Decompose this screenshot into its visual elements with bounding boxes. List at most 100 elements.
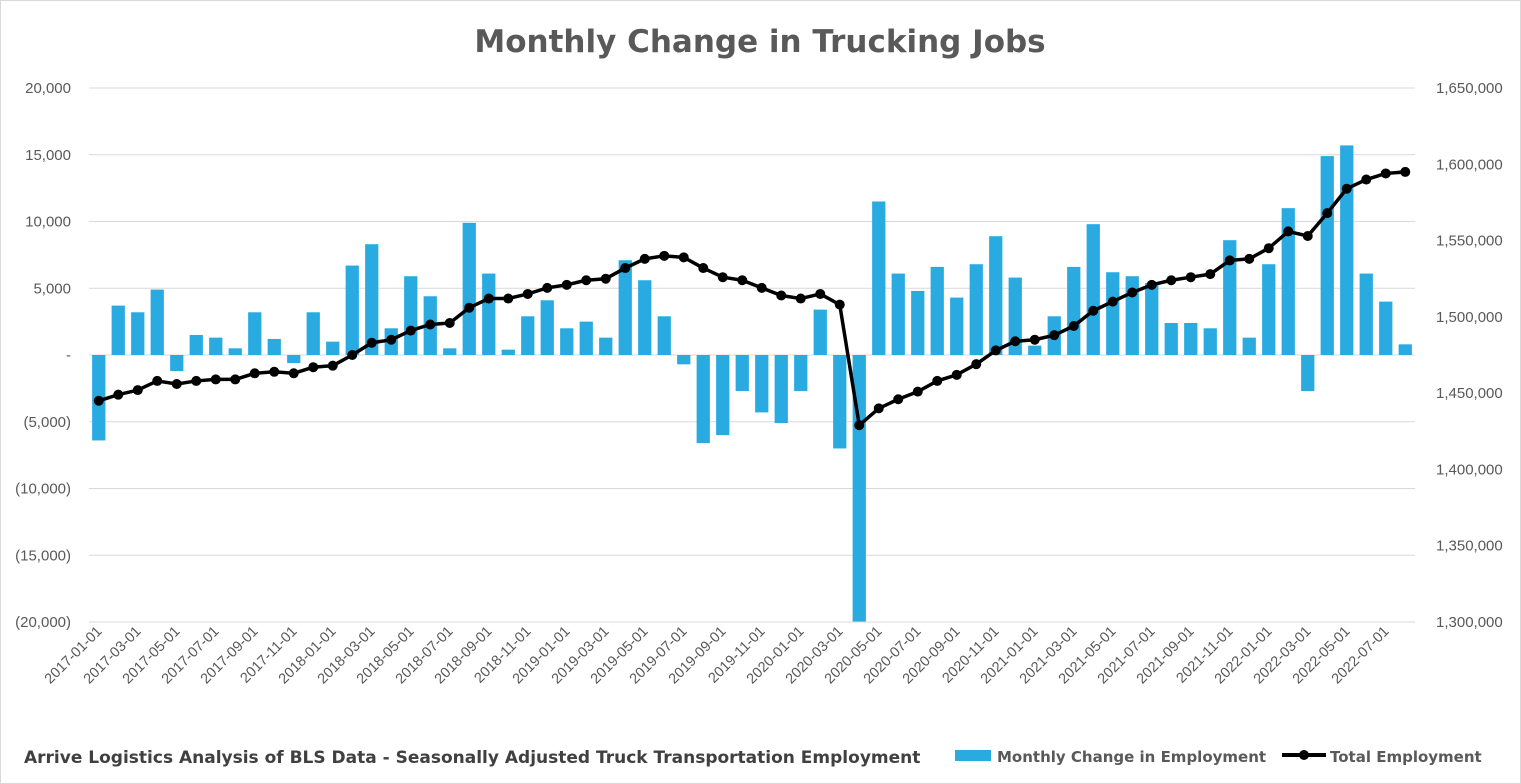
bar (404, 276, 418, 355)
line-point (113, 389, 124, 400)
bar (930, 266, 944, 355)
legend-label-monthly-change: Monthly Change in Employment (997, 748, 1266, 766)
line-point (912, 386, 923, 397)
line-point (1088, 305, 1099, 316)
bar (189, 334, 203, 355)
legend-label-total-employment: Total Employment (1330, 748, 1482, 766)
bar (657, 316, 671, 355)
line-point (132, 385, 143, 396)
bar (345, 265, 359, 355)
line-point (1185, 272, 1196, 283)
left-tick-label: 10,000 (25, 214, 71, 231)
bar (326, 341, 340, 355)
bar (482, 273, 496, 355)
right-tick-label: 1,650,000 (1436, 80, 1503, 97)
line-point (522, 288, 533, 299)
line-point (444, 317, 455, 328)
line-point (230, 374, 241, 385)
line-point (483, 293, 494, 304)
bar (501, 349, 515, 355)
line-point (873, 403, 884, 414)
line-point (210, 374, 221, 385)
line-point (1010, 336, 1021, 347)
line-point (386, 334, 397, 345)
line-point (1380, 168, 1391, 179)
bar (1262, 264, 1276, 355)
bar (1203, 328, 1217, 355)
right-tick-label: 1,350,000 (1436, 538, 1503, 555)
right-tick-label: 1,600,000 (1436, 156, 1503, 173)
bar (735, 355, 749, 392)
line-point (698, 263, 709, 274)
bar (1242, 337, 1256, 355)
left-tick-label: (10,000) (15, 481, 71, 498)
bar (521, 316, 535, 355)
line-point (171, 378, 182, 389)
line-point (1322, 208, 1333, 219)
bar (1223, 240, 1237, 355)
bar (1340, 145, 1354, 355)
line-point (425, 319, 436, 330)
bar (1106, 272, 1120, 355)
bar (989, 236, 1003, 355)
line-point (327, 360, 338, 371)
left-tick-label: 20,000 (25, 80, 71, 97)
line-point (1302, 230, 1313, 241)
line-point (620, 263, 631, 274)
line-point (678, 252, 689, 263)
line-point (1127, 287, 1138, 298)
line-point (1244, 253, 1255, 264)
line-point (659, 250, 670, 261)
footer-source-note: Arrive Logistics Analysis of BLS Data - … (24, 748, 920, 768)
bar (1398, 344, 1412, 355)
line-point (1166, 275, 1177, 286)
line-point (464, 302, 475, 313)
bar (1301, 355, 1315, 392)
right-tick-label: 1,500,000 (1436, 309, 1503, 326)
line-point (366, 337, 377, 348)
bar (1008, 277, 1022, 355)
bar (911, 290, 925, 355)
bar (696, 355, 710, 444)
line-point (152, 375, 163, 386)
bar (248, 312, 262, 355)
line-point (503, 293, 514, 304)
bar-series-monthly-change (92, 145, 1412, 622)
line-point (1224, 255, 1235, 266)
left-tick-label: 5,000 (33, 280, 71, 297)
bar (131, 312, 145, 355)
bar (1359, 273, 1373, 355)
bar (677, 355, 691, 365)
line-point (737, 275, 748, 286)
left-tick-label: - (66, 347, 71, 364)
legend: Monthly Change in Employment Total Emplo… (955, 748, 1482, 766)
line-point (561, 279, 572, 290)
line-point (1205, 269, 1216, 280)
bar (599, 337, 613, 355)
line-point (1029, 334, 1040, 345)
line-point (971, 359, 982, 370)
line-point (1146, 279, 1157, 290)
bar (969, 264, 983, 355)
bar (1281, 208, 1295, 355)
right-tick-label: 1,400,000 (1436, 461, 1503, 478)
bar (1067, 266, 1081, 355)
line-point (717, 272, 728, 283)
line-point (756, 282, 767, 293)
bar (1320, 156, 1334, 355)
right-axis: 1,650,000 1,600,000 1,550,000 1,500,000 1,45… (1436, 80, 1503, 631)
left-tick-label: (15,000) (15, 547, 71, 564)
bar (267, 338, 281, 355)
line-point (93, 395, 104, 406)
left-tick-label: 15,000 (25, 147, 71, 164)
line-point (932, 375, 943, 386)
line-point (249, 368, 260, 379)
line-point (347, 350, 358, 360)
bar (1086, 224, 1100, 355)
line-point (815, 288, 826, 299)
bar (833, 355, 847, 449)
bar (618, 260, 632, 355)
line-point (639, 253, 650, 264)
